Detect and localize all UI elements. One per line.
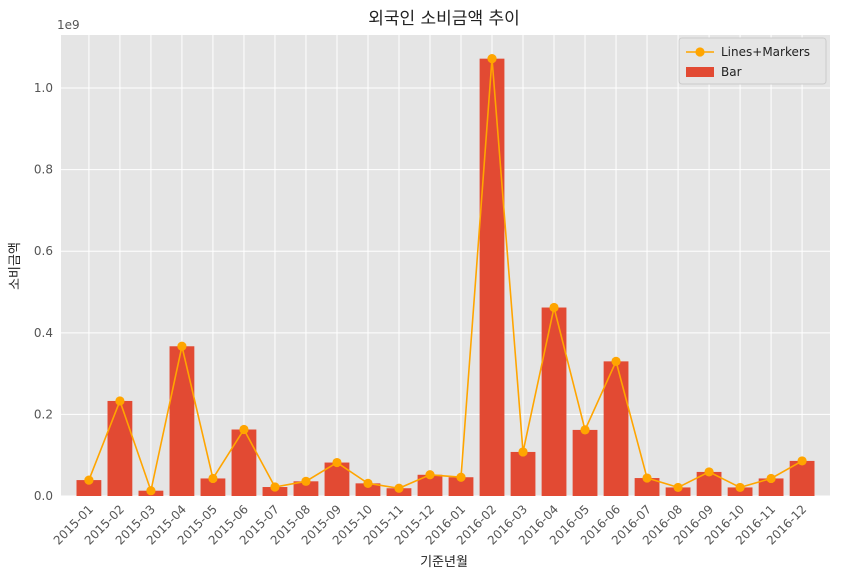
- bar: [355, 483, 381, 496]
- bar: [479, 58, 505, 496]
- line-marker: [797, 456, 807, 466]
- y-tick-label: 0.2: [34, 407, 53, 421]
- x-axis-ticks: 2015-012015-022015-032015-042015-052015-…: [51, 502, 810, 547]
- y-axis-ticks: 0.0 0.2 0.4 0.6 0.8 1.0: [34, 81, 53, 503]
- line-marker: [84, 475, 94, 485]
- bar: [510, 451, 536, 496]
- line-marker: [611, 356, 621, 366]
- y-tick-label: 1.0: [34, 81, 53, 95]
- line-marker: [518, 447, 528, 457]
- x-axis-label: 기준년월: [420, 555, 468, 570]
- line-marker: [177, 341, 187, 351]
- bar: [758, 478, 784, 496]
- line-marker: [115, 396, 125, 406]
- y-tick-label: 0.8: [34, 163, 53, 177]
- legend-bar-swatch: [686, 67, 714, 77]
- chart-title: 외국인 소비금액 추이: [368, 9, 520, 29]
- line-marker: [363, 478, 373, 488]
- line-marker: [332, 457, 342, 468]
- line-series: [84, 54, 807, 496]
- y-axis-label: 소비금액: [8, 242, 23, 290]
- bar: [417, 474, 443, 496]
- series-line: [88, 58, 803, 494]
- bar: [448, 477, 474, 496]
- bar: [231, 429, 257, 496]
- line-marker: [766, 473, 776, 484]
- bar: [634, 478, 660, 496]
- bar: [293, 481, 319, 496]
- bar: [572, 429, 598, 496]
- y-tick-label: 0.4: [34, 326, 53, 340]
- y-tick-label: 0.6: [34, 244, 53, 258]
- line-marker: [301, 476, 311, 486]
- line-marker: [456, 472, 466, 482]
- line-marker: [394, 483, 404, 493]
- line-marker: [487, 54, 497, 64]
- bar: [789, 460, 815, 496]
- y-offset-text: 1e9: [57, 18, 80, 32]
- legend-label-line: Lines+Markers: [721, 45, 810, 59]
- legend-label-bar: Bar: [721, 65, 742, 79]
- line-marker: [735, 482, 745, 493]
- legend: Lines+Markers Bar: [678, 37, 827, 85]
- line-marker: [208, 473, 218, 484]
- line-marker: [239, 424, 249, 435]
- bar: [200, 478, 226, 496]
- bar: [169, 346, 195, 496]
- line-marker: [642, 473, 652, 483]
- line-marker: [549, 302, 559, 313]
- y-tick-label: 0.0: [34, 489, 53, 503]
- bar: [603, 361, 629, 496]
- line-marker: [673, 482, 683, 493]
- line-marker: [425, 470, 435, 480]
- legend-frame: [678, 37, 827, 85]
- line-marker: [704, 467, 714, 477]
- legend-marker-swatch: [695, 47, 705, 57]
- line-marker: [146, 486, 156, 496]
- bar: [76, 480, 102, 496]
- line-marker: [270, 482, 280, 492]
- bar: [107, 400, 133, 496]
- bar: [541, 307, 567, 496]
- line-marker: [580, 425, 590, 435]
